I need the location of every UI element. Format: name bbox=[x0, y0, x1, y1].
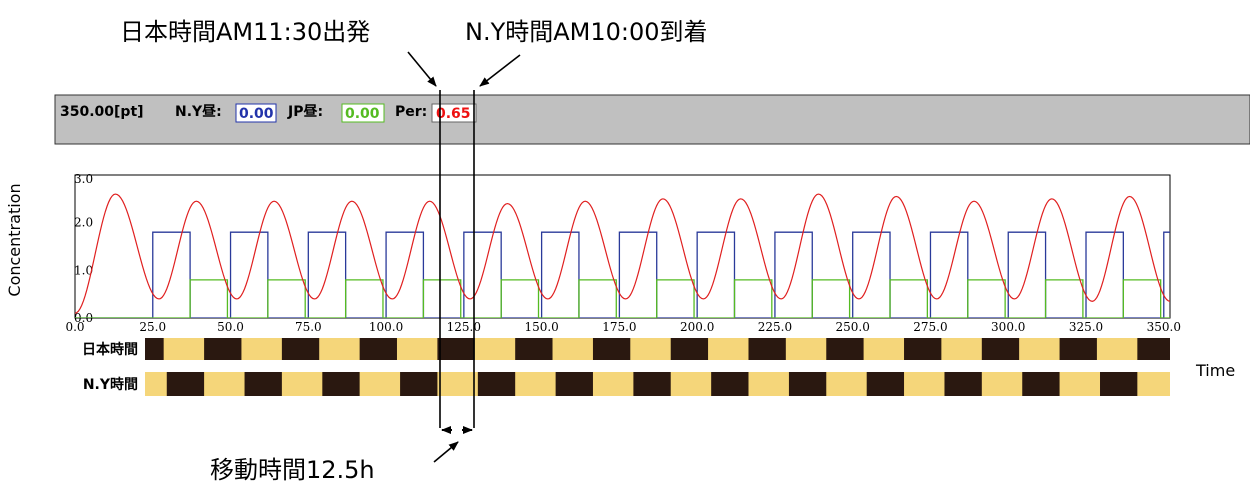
status-per-label: Per: bbox=[395, 104, 427, 120]
series-concentration bbox=[75, 193, 1170, 314]
annotation-arrival: N.Y時間AM10:00到着 bbox=[465, 18, 708, 46]
series-ny-square-wave bbox=[75, 231, 1170, 318]
ny-row-night-block bbox=[555, 372, 593, 396]
x-tick-label: 75.0 bbox=[295, 320, 322, 334]
japan-row-night-block bbox=[904, 338, 942, 360]
arrival-arrow bbox=[479, 54, 521, 87]
x-tick-label: 125.0 bbox=[447, 320, 481, 334]
ny-row-night-block bbox=[944, 372, 982, 396]
x-tick-label: 300.0 bbox=[991, 320, 1025, 334]
ny-row-night-block bbox=[711, 372, 749, 396]
x-tick-label: 350.0 bbox=[1147, 320, 1181, 334]
japan-row-night-block bbox=[437, 338, 475, 360]
x-tick-label: 0.0 bbox=[65, 320, 84, 334]
ny-row-night-block bbox=[788, 372, 827, 396]
row-label-japan: 日本時間 bbox=[82, 341, 138, 358]
x-tick-label: 25.0 bbox=[139, 320, 166, 334]
status-per-box bbox=[431, 103, 477, 123]
japan-row-night-block bbox=[1059, 338, 1097, 360]
ny-row-night-block bbox=[866, 372, 905, 396]
japan-row-night-block bbox=[981, 338, 1020, 360]
x-tick-label: 200.0 bbox=[680, 320, 714, 334]
x-tick-label: 275.0 bbox=[913, 320, 947, 334]
status-jp-value: 0.00 bbox=[345, 106, 380, 122]
ny-row-night-block bbox=[322, 372, 360, 396]
japan-row-night-block bbox=[281, 338, 320, 360]
travel-pointer-arrow bbox=[433, 441, 459, 463]
japan-row-night-block bbox=[1137, 338, 1170, 360]
status-bar bbox=[54, 94, 1250, 145]
status-ny-box bbox=[235, 103, 277, 123]
status-ny-value: 0.00 bbox=[239, 106, 274, 122]
japan-row-night-block bbox=[515, 338, 553, 360]
status-points: 350.00[pt] bbox=[60, 104, 144, 120]
y-axis-label: Concentration bbox=[5, 183, 24, 296]
status-jp-box bbox=[341, 103, 385, 123]
ny-row-night-block bbox=[1022, 372, 1060, 396]
japan-row-night-block bbox=[826, 338, 864, 360]
ny-row-night-block bbox=[633, 372, 671, 396]
ny-row-night-block bbox=[400, 372, 438, 396]
x-tick-label: 250.0 bbox=[836, 320, 870, 334]
x-tick-label: 50.0 bbox=[217, 320, 244, 334]
y-tick-label: 3.0 bbox=[74, 172, 93, 186]
x-tick-label: 175.0 bbox=[602, 320, 636, 334]
x-tick-label: 100.0 bbox=[369, 320, 403, 334]
japan-row-night-block bbox=[670, 338, 709, 360]
y-tick-label: 1.0 bbox=[74, 263, 93, 277]
x-tick-label: 225.0 bbox=[758, 320, 792, 334]
ny-row-night-block bbox=[244, 372, 282, 396]
x-axis-label: Time bbox=[1195, 361, 1235, 380]
japan-row-night-block bbox=[592, 338, 631, 360]
japan-row-night-block bbox=[359, 338, 397, 360]
annotation-travel-time: 移動時間12.5h bbox=[210, 456, 375, 484]
ny-row-night-block bbox=[477, 372, 516, 396]
departure-arrow bbox=[407, 51, 437, 87]
plot-area bbox=[75, 193, 1170, 318]
japan-row-night-block bbox=[748, 338, 786, 360]
status-jp-label: JP昼: bbox=[287, 104, 323, 120]
status-per-value: 0.65 bbox=[436, 106, 471, 122]
row-label-ny: N.Y時間 bbox=[83, 376, 138, 393]
status-ny-label: N.Y昼: bbox=[175, 104, 222, 120]
japan-row-night-block bbox=[145, 338, 164, 360]
y-tick-label: 2.0 bbox=[74, 216, 93, 230]
japan-row-night-block bbox=[204, 338, 242, 360]
series-jp-square-wave bbox=[75, 279, 1170, 318]
x-tick-label: 325.0 bbox=[1069, 320, 1103, 334]
plot-frame bbox=[74, 174, 1171, 319]
annotation-departure: 日本時間AM11:30出発 bbox=[120, 18, 370, 46]
ny-row-night-block bbox=[1100, 372, 1138, 396]
x-tick-label: 150.0 bbox=[524, 320, 558, 334]
ny-row-night-block bbox=[166, 372, 205, 396]
